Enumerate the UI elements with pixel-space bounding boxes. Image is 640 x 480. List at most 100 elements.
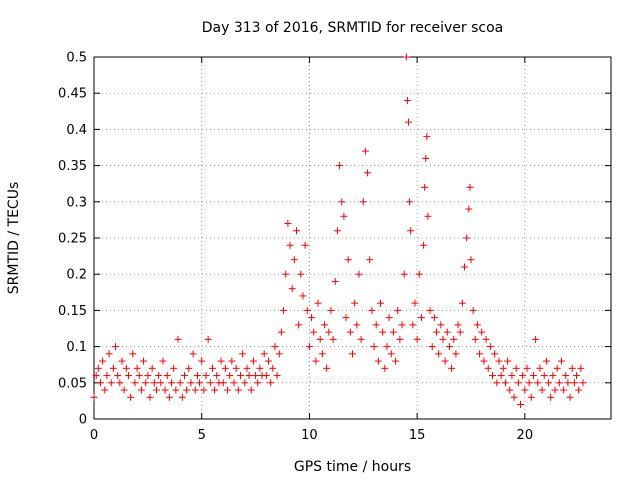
data-point [260,350,268,358]
data-point [482,335,490,343]
data-point [109,364,117,372]
data-point [463,234,471,242]
data-point [389,328,397,336]
data-point [189,350,197,358]
data-point [198,357,206,365]
data-point [458,299,466,307]
data-point [312,357,320,365]
data-point [493,379,501,387]
x-tick-label: 10 [301,428,318,443]
data-point [433,328,441,336]
data-point [400,270,408,278]
data-point [165,393,173,401]
data-point [275,350,283,358]
data-point [570,379,578,387]
y-tick-label: 0.25 [58,232,87,247]
data-point [144,372,152,380]
data-point [140,357,148,365]
data-point [517,401,525,409]
data-point [579,379,587,387]
data-point [99,357,107,365]
data-point [271,343,279,351]
data-point [372,321,380,329]
data-point [387,350,395,358]
data-point [420,241,428,249]
data-point [176,379,184,387]
data-point [406,198,414,206]
x-tick-label: 20 [517,428,534,443]
data-point [555,379,563,387]
data-point [202,372,210,380]
data-point [424,212,432,220]
data-point [150,379,158,387]
data-point [430,314,438,322]
data-point [426,306,434,314]
data-point [435,350,443,358]
data-point [536,364,544,372]
data-point [267,379,275,387]
data-point [523,364,531,372]
data-point [269,364,277,372]
data-point [501,379,509,387]
data-point [497,372,505,380]
data-point [575,386,583,394]
data-point [366,256,374,264]
data-point [441,357,449,365]
data-point [157,379,165,387]
data-point [187,379,195,387]
data-point [213,372,221,380]
data-point [320,321,328,329]
y-tick-label: 0.2 [66,268,87,283]
data-point [443,328,451,336]
y-tick-label: 0.1 [66,340,87,355]
data-point [211,386,219,394]
data-point [249,357,257,365]
data-point [377,299,385,307]
x-tick-label: 0 [90,428,98,443]
data-point [295,321,303,329]
data-point [178,393,186,401]
data-point [394,306,402,314]
data-point [247,386,255,394]
data-points [90,53,587,409]
data-point [452,350,460,358]
data-point [355,270,363,278]
data-point [116,379,124,387]
data-point [340,212,348,220]
data-point [163,372,171,380]
data-point [92,372,100,380]
data-point [512,364,520,372]
data-point [428,343,436,351]
data-point [329,335,337,343]
data-point [405,118,413,126]
data-point [221,364,229,372]
data-point [467,256,475,264]
data-point [101,386,109,394]
y-tick-label: 0.3 [66,195,87,210]
data-point [290,256,298,264]
data-point [445,343,453,351]
data-point [540,372,548,380]
data-point [560,386,568,394]
data-point [208,364,216,372]
data-point [159,357,167,365]
data-point [112,343,120,351]
data-point [282,270,290,278]
y-tick-label: 0.15 [58,304,87,319]
data-point [368,306,376,314]
data-point [224,386,232,394]
data-point [305,343,313,351]
data-point [469,306,477,314]
data-point [506,386,514,394]
grid [94,57,611,419]
data-point [219,379,227,387]
data-point [439,335,447,343]
data-point [243,364,251,372]
data-point [527,393,535,401]
data-point [411,299,419,307]
data-point [491,350,499,358]
data-point [168,379,176,387]
data-point [107,379,115,387]
data-point [342,314,350,322]
axis-ticks: 0 0.05 0.1 0.15 0.2 0.25 0.3 0.35 0.4 0.45 0.5 0 5 10… [58,51,611,443]
